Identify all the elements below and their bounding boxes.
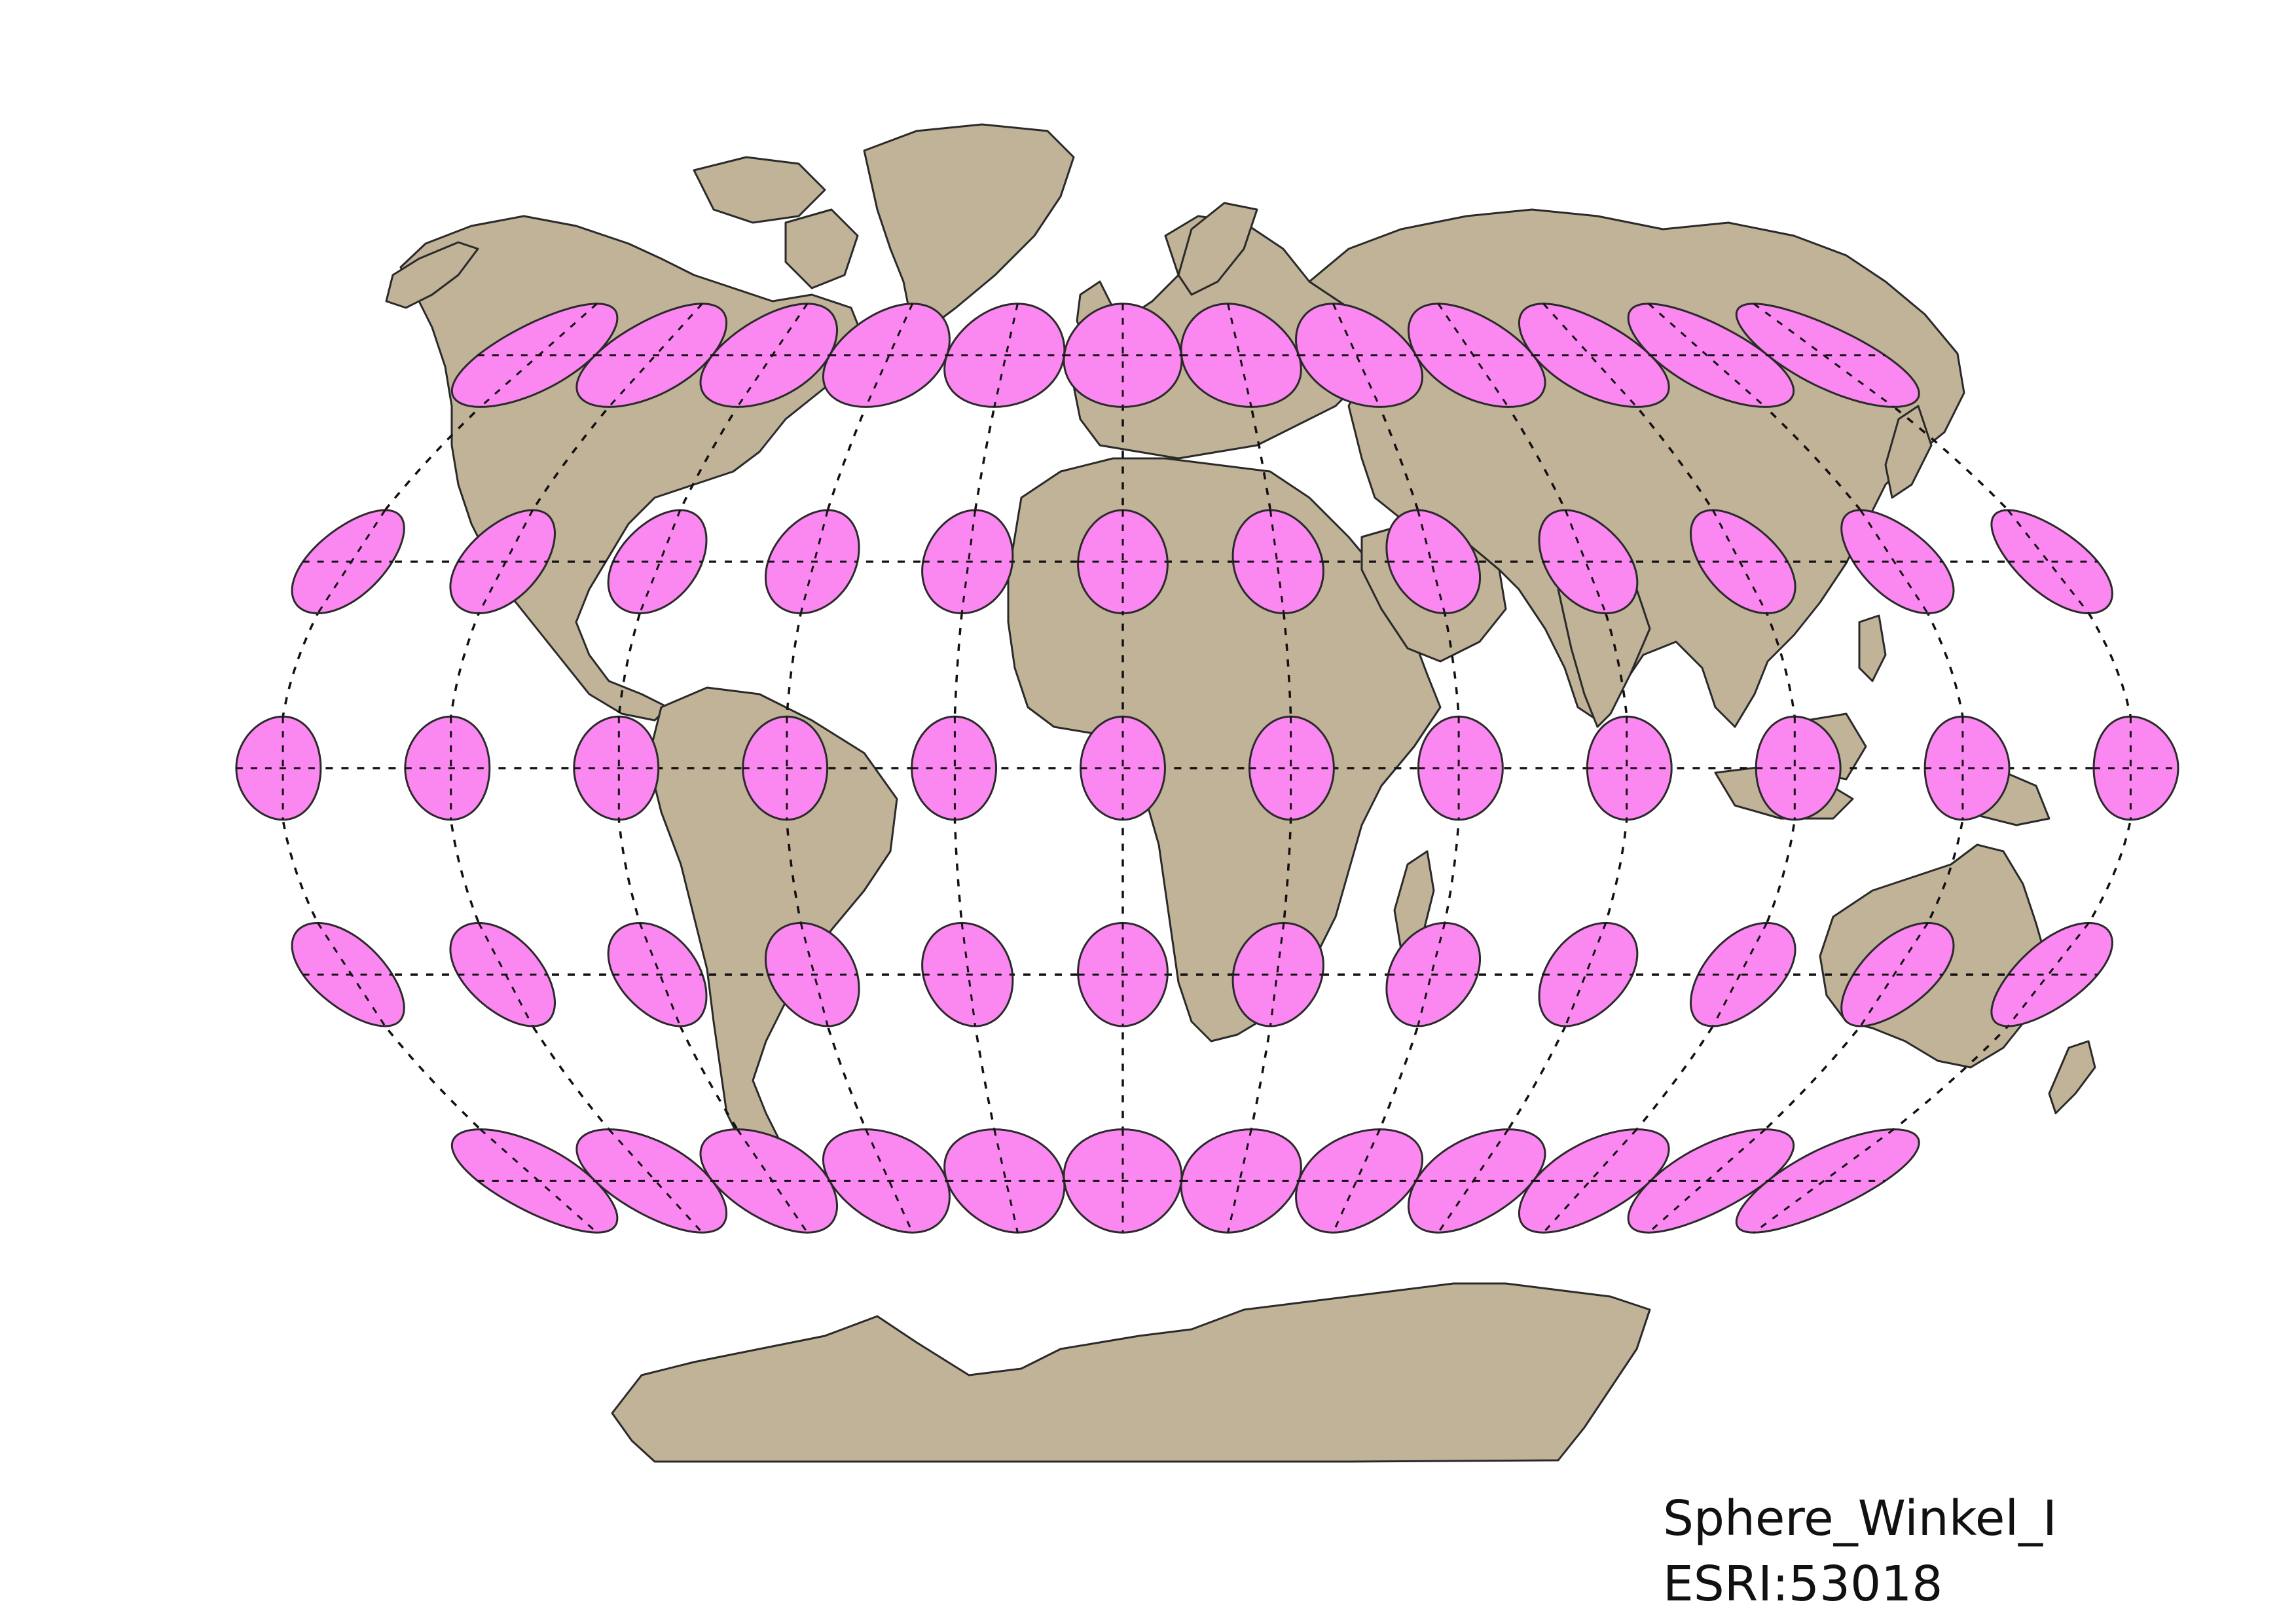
tissot-axis xyxy=(1269,923,1285,1027)
tissot-axis xyxy=(865,303,914,408)
tissot-axis xyxy=(1648,1128,1766,1234)
tissot-axis xyxy=(477,922,534,1027)
tissot-axis xyxy=(736,303,809,408)
tissot-axis xyxy=(960,509,977,614)
tissot-axis xyxy=(993,303,1019,407)
tissot-ellipse xyxy=(404,715,491,821)
tissot-axis xyxy=(1564,922,1607,1027)
land-baffin xyxy=(784,208,859,289)
land-arctic-islands xyxy=(693,156,826,224)
tissot-ellipse xyxy=(573,715,660,821)
tissot-axis xyxy=(1542,303,1638,408)
land-alaska xyxy=(385,241,479,309)
tissot-axes xyxy=(236,303,2178,1234)
tissot-axis xyxy=(317,509,386,614)
tissot-axis xyxy=(1859,922,1929,1027)
meridian--90 xyxy=(615,354,773,1182)
tissot-axis xyxy=(1859,509,1929,614)
tissot-axis xyxy=(1564,509,1607,614)
meridian-30 xyxy=(1239,355,1293,1181)
tissot-axis xyxy=(608,303,703,408)
tissot-axis xyxy=(479,303,598,408)
tissot-axis xyxy=(1437,1128,1510,1234)
tissot-axis xyxy=(1712,509,1768,614)
tissot-axis xyxy=(477,509,534,614)
meridian-90 xyxy=(1473,354,1631,1182)
land-scandinavia xyxy=(1177,202,1258,296)
tissot-axis xyxy=(1227,1129,1252,1233)
tissot-axis xyxy=(1417,509,1446,614)
tissot-axis xyxy=(799,923,829,1027)
land-new-zealand xyxy=(2048,1040,2096,1115)
tissot-axis xyxy=(1417,923,1446,1027)
tissot-axis xyxy=(1269,509,1285,614)
tissot-axis xyxy=(479,1128,598,1234)
tissot-axis xyxy=(1753,1128,1895,1234)
tissot-ellipse xyxy=(1417,715,1504,821)
meridian-180 xyxy=(1825,354,2138,1182)
tissot-axis xyxy=(638,509,682,614)
tissot-axis xyxy=(1542,1128,1638,1234)
tissot-axis xyxy=(608,1128,703,1234)
meridian--150 xyxy=(277,354,538,1182)
tissot-axis xyxy=(799,509,829,614)
tissot-axis xyxy=(1437,303,1510,408)
projection-code: ESRI:53018 xyxy=(1663,1556,1943,1612)
tissot-ellipse xyxy=(1755,715,1842,821)
projection-name: Sphere_Winkel_I xyxy=(1663,1490,2057,1547)
tissot-axis xyxy=(1648,303,1766,408)
tissot-ellipse xyxy=(1586,715,1673,821)
tissot-axis xyxy=(1332,303,1381,408)
tissot-axis xyxy=(1227,303,1252,407)
tissot-axis xyxy=(865,1128,914,1233)
tissot-axis xyxy=(960,923,977,1027)
meridian--30 xyxy=(953,355,1007,1181)
land-antarctica xyxy=(611,1282,1651,1463)
tissot-axis xyxy=(317,922,386,1027)
land-philippines xyxy=(1858,614,1887,682)
land-greenland xyxy=(863,123,1075,329)
tissot-axis xyxy=(638,922,682,1027)
land-south-america xyxy=(647,686,898,1173)
tissot-axis xyxy=(1332,1128,1381,1233)
tissot-axis xyxy=(1712,922,1768,1027)
tissot-axis xyxy=(736,1128,809,1234)
tissot-ellipse xyxy=(742,715,829,821)
tissot-axis xyxy=(993,1129,1019,1233)
tissot-axis xyxy=(1753,303,1895,408)
meridian-150 xyxy=(1708,354,1969,1182)
